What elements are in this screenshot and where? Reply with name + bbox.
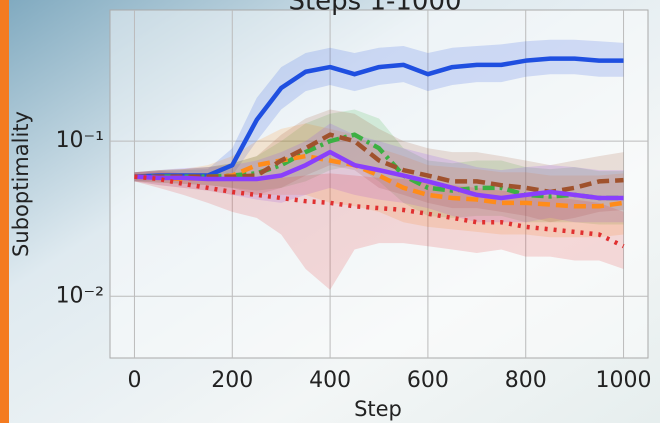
confidence-band bbox=[134, 109, 624, 223]
x-tick-label: 0 bbox=[127, 368, 141, 393]
x-tick-label: 600 bbox=[407, 368, 449, 393]
series-line bbox=[134, 132, 624, 195]
series-line bbox=[134, 149, 624, 201]
confidence-band bbox=[134, 39, 624, 182]
x-tick-label: 800 bbox=[505, 368, 547, 393]
x-tick-label: 1000 bbox=[596, 368, 652, 393]
y-axis-label: Suboptimality bbox=[9, 111, 33, 257]
chart-title: Steps 1-1000 bbox=[288, 0, 461, 17]
side-bar bbox=[0, 0, 9, 423]
confidence-band bbox=[134, 123, 624, 238]
y-tick-label: 10⁻¹ bbox=[56, 128, 104, 153]
x-tick-label: 200 bbox=[211, 368, 253, 393]
confidence-band bbox=[134, 171, 624, 290]
x-tick-label: 400 bbox=[309, 368, 351, 393]
series-line bbox=[134, 56, 624, 179]
series-line bbox=[134, 174, 625, 249]
y-tick-label: 10⁻² bbox=[56, 283, 104, 308]
x-axis-label: Step bbox=[354, 397, 402, 421]
